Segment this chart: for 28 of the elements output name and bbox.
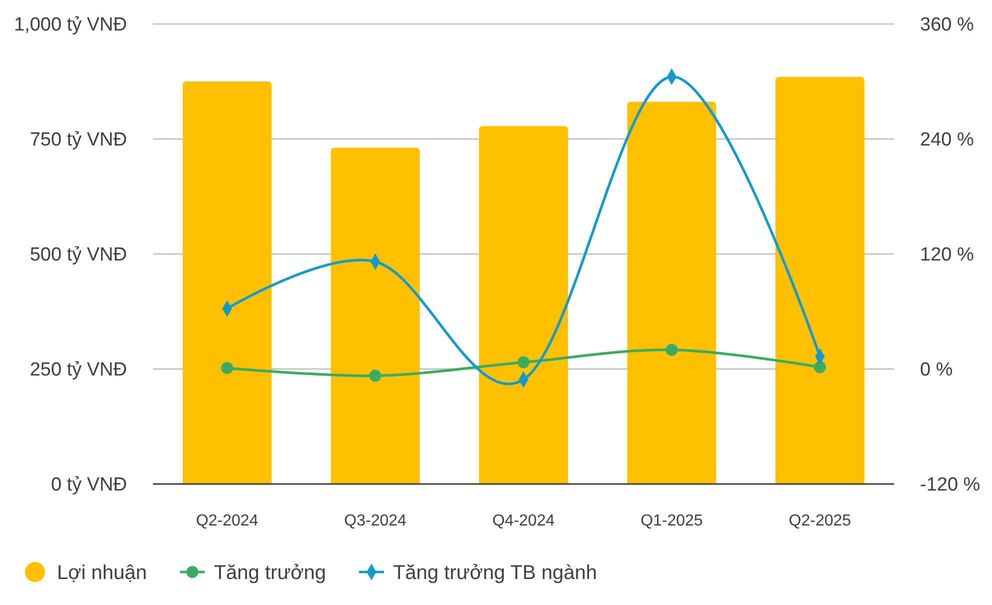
y2-tick-label: 240 % — [920, 130, 974, 151]
x-tick-label: Q1-2025 — [640, 512, 703, 530]
legend-label: Tăng trưởng — [214, 562, 326, 584]
y-tick-label: 750 tỷ VNĐ — [30, 130, 127, 151]
point — [666, 344, 678, 356]
y2-tick-label: 360 % — [920, 14, 974, 36]
y2-tick-label: 0 % — [920, 360, 953, 381]
bar — [479, 126, 568, 484]
y2-tick-label: 120 % — [920, 244, 974, 266]
point — [221, 362, 234, 374]
y-tick-label: 1,000 tỷ VNĐ — [14, 14, 127, 36]
bar — [182, 82, 272, 484]
x-tick-label: Q2-2025 — [788, 512, 852, 530]
bar — [775, 76, 864, 484]
bar — [330, 148, 420, 484]
legend-label: Tăng trưởng TB ngành — [392, 562, 598, 584]
point — [369, 370, 382, 382]
x-tick-label: Q2-2024 — [196, 512, 258, 530]
x-tick-label: Q3-2024 — [344, 512, 407, 530]
point — [814, 361, 826, 374]
point — [518, 356, 530, 368]
y-tick-label: 0 tỷ VNĐ — [50, 474, 127, 496]
y-tick-label: 250 tỷ VNĐ — [30, 360, 127, 381]
y-tick-label: 500 tỷ VNĐ — [30, 244, 127, 266]
legend-label: Lợi nhuận — [57, 562, 147, 584]
x-tick-label: Q4-2024 — [492, 512, 555, 530]
bar — [627, 102, 716, 484]
y2-tick-label: -120 % — [920, 474, 980, 496]
